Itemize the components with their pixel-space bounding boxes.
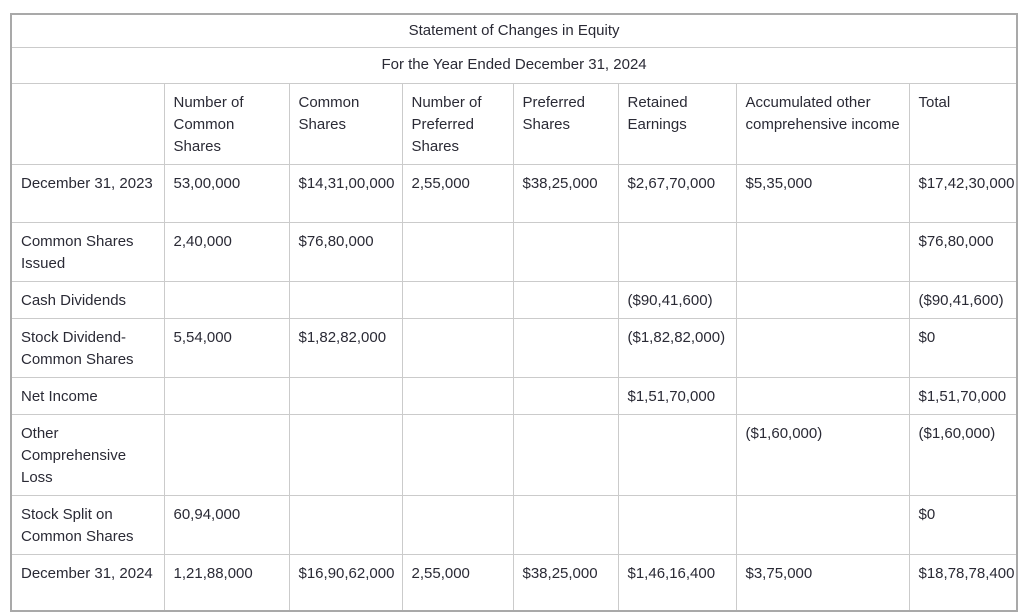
cell <box>401 413 514 496</box>
column-header-blank <box>10 82 165 165</box>
cell: $76,80,000 <box>288 221 403 282</box>
column-header-total: Total <box>908 82 1018 165</box>
cell: $16,90,62,000 <box>288 553 403 612</box>
cell: $1,51,70,000 <box>617 376 737 415</box>
cell <box>288 413 403 496</box>
column-header-number-of-preferred-shares: Number of Preferred Shares <box>401 82 514 165</box>
cell: $0 <box>908 317 1018 378</box>
cell: ($90,41,600) <box>617 280 737 319</box>
table-row: December 31, 2024 1,21,88,000 $16,90,62,00… <box>10 553 1018 612</box>
cell <box>735 376 910 415</box>
cell <box>401 221 514 282</box>
cell: ($1,82,82,000) <box>617 317 737 378</box>
cell <box>512 413 619 496</box>
cell: 2,55,000 <box>401 163 514 223</box>
row-label: Common Shares Issued <box>10 221 165 282</box>
table-subtitle-row: For the Year Ended December 31, 2024 <box>10 46 1018 84</box>
cell <box>735 221 910 282</box>
cell <box>735 494 910 555</box>
cell: $3,75,000 <box>735 553 910 612</box>
cell: $1,46,16,400 <box>617 553 737 612</box>
table-row: Stock Dividend- Common Shares 5,54,000 $1,… <box>10 317 1018 378</box>
statement-subtitle: For the Year Ended December 31, 2024 <box>10 46 1018 84</box>
row-label: Cash Dividends <box>10 280 165 319</box>
cell <box>163 376 290 415</box>
cell: 53,00,000 <box>163 163 290 223</box>
cell: $14,31,00,000 <box>288 163 403 223</box>
cell <box>617 494 737 555</box>
cell: $1,82,82,000 <box>288 317 403 378</box>
cell: $38,25,000 <box>512 553 619 612</box>
cell <box>163 280 290 319</box>
cell <box>512 221 619 282</box>
cell <box>512 494 619 555</box>
table-body: December 31, 2023 53,00,000 $14,31,00,000 2… <box>10 163 1018 612</box>
cell <box>288 494 403 555</box>
cell <box>735 280 910 319</box>
row-label: Net Income <box>10 376 165 415</box>
cell: ($90,41,600) <box>908 280 1018 319</box>
column-header-retained-earnings: Retained Earnings <box>617 82 737 165</box>
cell <box>735 317 910 378</box>
column-header-preferred-shares: Preferred Shares <box>512 82 619 165</box>
cell: 1,21,88,000 <box>163 553 290 612</box>
column-header-number-of-common-shares: Number of Common Shares <box>163 82 290 165</box>
row-label: Stock Split on Common Shares <box>10 494 165 555</box>
cell <box>288 376 403 415</box>
cell: ($1,60,000) <box>908 413 1018 496</box>
table-row: Cash Dividends ($90,41,600) ($90,41,600) <box>10 280 1018 319</box>
cell: 5,54,000 <box>163 317 290 378</box>
row-label: Other Comprehensive Loss <box>10 413 165 496</box>
cell: $18,78,78,400 <box>908 553 1018 612</box>
cell <box>512 376 619 415</box>
cell: $5,35,000 <box>735 163 910 223</box>
cell: $1,51,70,000 <box>908 376 1018 415</box>
table-row: Stock Split on Common Shares 60,94,000 $0 <box>10 494 1018 555</box>
cell <box>288 280 403 319</box>
cell: 2,55,000 <box>401 553 514 612</box>
cell: $17,42,30,000 <box>908 163 1018 223</box>
row-label: Stock Dividend- Common Shares <box>10 317 165 378</box>
equity-statement-table: Statement of Changes in Equity For the Y… <box>10 13 1019 612</box>
cell <box>401 376 514 415</box>
statement-title: Statement of Changes in Equity <box>10 13 1018 48</box>
cell: $76,80,000 <box>908 221 1018 282</box>
table-row: Net Income $1,51,70,000 $1,51,70,000 <box>10 376 1018 415</box>
cell: $0 <box>908 494 1018 555</box>
cell <box>617 413 737 496</box>
cell <box>401 280 514 319</box>
table-row: Common Shares Issued 2,40,000 $76,80,000 $7… <box>10 221 1018 282</box>
table-row: Other Comprehensive Loss ($1,60,000) ($1,6… <box>10 413 1018 496</box>
cell: 60,94,000 <box>163 494 290 555</box>
cell <box>512 317 619 378</box>
cell: 2,40,000 <box>163 221 290 282</box>
column-header-row: Number of Common Shares Common Shares Nu… <box>10 82 1018 165</box>
cell <box>617 221 737 282</box>
cell <box>163 413 290 496</box>
cell <box>401 317 514 378</box>
cell: ($1,60,000) <box>735 413 910 496</box>
column-header-accumulated-other-comprehensive-income: Accumulated other comprehensive income <box>735 82 910 165</box>
cell: $38,25,000 <box>512 163 619 223</box>
column-header-common-shares: Common Shares <box>288 82 403 165</box>
cell: $2,67,70,000 <box>617 163 737 223</box>
cell <box>401 494 514 555</box>
row-label: December 31, 2023 <box>10 163 165 223</box>
cell <box>512 280 619 319</box>
table-title-row: Statement of Changes in Equity <box>10 13 1018 48</box>
table-row: December 31, 2023 53,00,000 $14,31,00,000 2… <box>10 163 1018 223</box>
row-label: December 31, 2024 <box>10 553 165 612</box>
